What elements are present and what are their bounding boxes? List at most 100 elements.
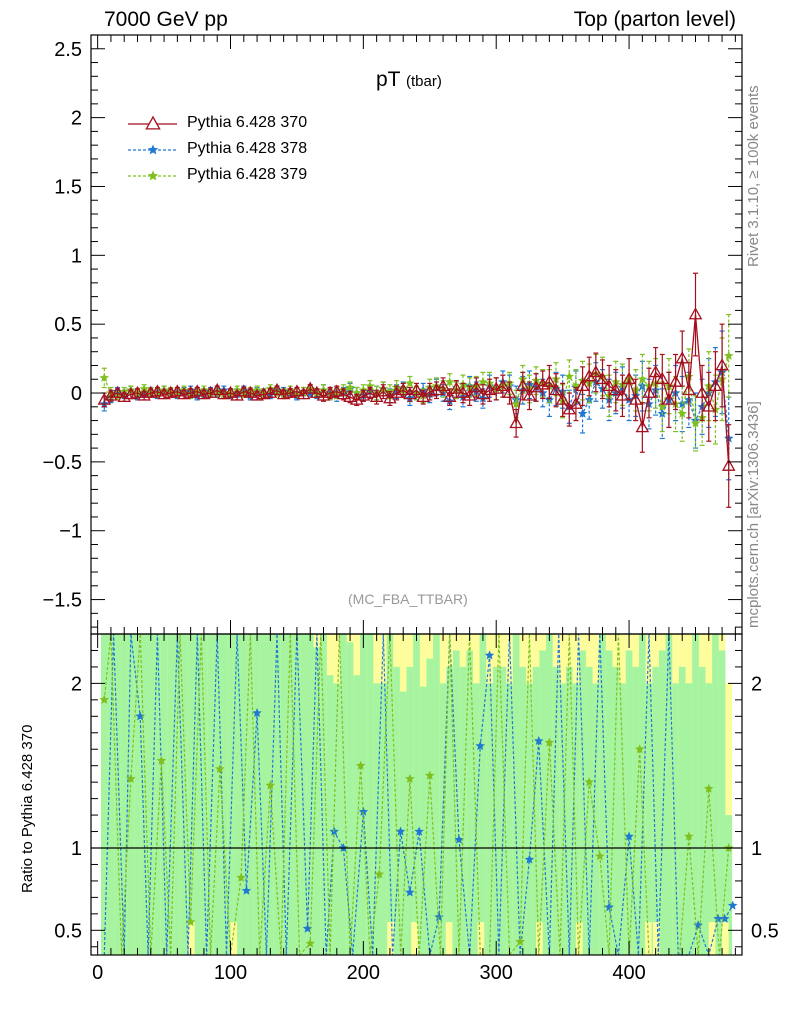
ratio-band-green <box>692 634 699 955</box>
ratio-band-green <box>326 675 334 955</box>
ratio-band-green <box>300 634 307 955</box>
ratio-band-green <box>107 634 115 955</box>
data-point-370 <box>476 387 490 400</box>
ratio-band-green <box>519 666 527 955</box>
ratio-band-green <box>426 658 434 955</box>
data-point-370 <box>615 388 630 401</box>
ratio-band-yellow-low <box>230 922 238 955</box>
series-line-370 <box>103 314 730 467</box>
ratio-point-379 <box>544 737 555 747</box>
ratio-point-379 <box>704 783 714 793</box>
ratio-point-379 <box>595 851 605 861</box>
ratio-point-378 <box>624 831 634 841</box>
data-point-370 <box>622 371 636 385</box>
header-process-label: Top (parton level) <box>573 8 736 31</box>
ratio-point-378 <box>713 913 723 923</box>
x-tick-label: 300 <box>480 962 513 984</box>
y-tick-label: 0.5 <box>54 314 82 336</box>
data-point-370 <box>542 374 557 387</box>
ratio-band-green <box>652 666 659 955</box>
ratio-point-379 <box>515 936 525 946</box>
data-point-370 <box>349 392 364 405</box>
ratio-band-green <box>353 675 361 955</box>
legend-marker-378 <box>147 144 159 155</box>
data-point-370 <box>376 384 391 397</box>
ratio-point-379 <box>215 764 225 773</box>
data-point-370 <box>628 392 643 405</box>
ratio-band-green <box>413 634 420 955</box>
ratio-band-green <box>499 666 507 955</box>
ratio-band-green <box>127 634 135 955</box>
ratio-point-379 <box>236 872 246 882</box>
data-point-370 <box>310 385 324 398</box>
ratio-band-green <box>220 634 228 955</box>
ratio-point-379 <box>374 869 385 879</box>
legend-entry-378: Pythia 6.428 378 <box>187 140 308 157</box>
ratio-band-green <box>439 683 447 955</box>
ratio-band-yellow-low <box>387 922 394 955</box>
ratio-point-378 <box>405 887 415 897</box>
data-point-370 <box>569 396 583 409</box>
ratio-band-green <box>167 634 175 955</box>
data-point-370 <box>589 365 603 378</box>
ratio-band-green <box>306 634 314 955</box>
data-point-379 <box>637 374 648 384</box>
ratio-band-yellow-low <box>652 922 660 955</box>
y-tick-label: 1 <box>71 245 82 267</box>
data-point-370 <box>403 387 417 400</box>
ratio-band-green <box>100 634 108 955</box>
data-point-379 <box>345 382 355 392</box>
ratio-band-green <box>592 683 600 955</box>
ratio-band-yellow-low <box>645 922 652 955</box>
data-point-379 <box>478 377 488 387</box>
ratio-band-green <box>479 634 487 955</box>
ratio-point-379 <box>156 755 167 765</box>
ratio-point-378 <box>484 650 495 660</box>
data-point-370 <box>210 382 225 396</box>
data-point-370 <box>642 385 656 398</box>
ratio-band-green <box>559 683 566 955</box>
data-point-370 <box>575 378 590 391</box>
legend-markers <box>128 115 177 181</box>
ratio-point-378 <box>434 912 444 922</box>
ratio-point-378 <box>454 834 464 844</box>
data-point-370 <box>230 388 244 401</box>
ratio-band-yellow-low <box>575 922 583 955</box>
ratio-y-tick-label: 2 <box>71 673 82 695</box>
ratio-point-378 <box>252 708 262 718</box>
ratio-band-yellow-low <box>411 922 418 955</box>
ratio-band-green <box>698 666 706 955</box>
series-line-378 <box>103 370 730 439</box>
legend-entry-370: Pythia 6.428 370 <box>187 114 308 131</box>
ratio-band-yellow-low <box>477 922 485 955</box>
ratio-y-tick-label: 1 <box>71 838 82 860</box>
axes-layer: 0 100 200 300 400 −1.5 −1 −0.5 0 0.5 1 1.5 2 2.5 0.5 0.… <box>43 34 779 984</box>
ratio-point-379 <box>265 780 276 790</box>
ratio-point-378 <box>727 900 738 910</box>
data-point-378 <box>577 408 588 418</box>
data-point-370 <box>329 384 344 397</box>
data-point-370 <box>515 378 530 391</box>
ratio-band-green <box>565 666 573 955</box>
ratio-band-green <box>619 683 626 955</box>
ratio-band-green <box>512 634 520 955</box>
ratio-line-379 <box>103 633 730 957</box>
ratio-band-green <box>180 634 188 955</box>
ratio-band-green <box>134 634 141 955</box>
ratio-point-379 <box>634 744 645 754</box>
mcplots-reference-label: mcplots.cern.ch [arXiv:1306.3436] <box>745 401 762 628</box>
ratio-band-green <box>433 634 440 955</box>
data-point-370 <box>97 392 112 405</box>
ratio-point-378 <box>604 902 614 912</box>
y-tick-label: −1 <box>59 521 82 543</box>
y-tick-label: −0.5 <box>43 452 82 474</box>
data-point-370 <box>462 388 477 401</box>
data-point-370 <box>436 378 450 391</box>
ratio-band-green <box>187 634 194 955</box>
x-tick-label: 0 <box>92 962 103 984</box>
data-point-370 <box>496 378 510 391</box>
ratio-band-green <box>552 666 560 955</box>
ratio-band-green <box>506 683 513 955</box>
ratio-point-379 <box>355 760 366 770</box>
data-point-379 <box>677 408 687 418</box>
